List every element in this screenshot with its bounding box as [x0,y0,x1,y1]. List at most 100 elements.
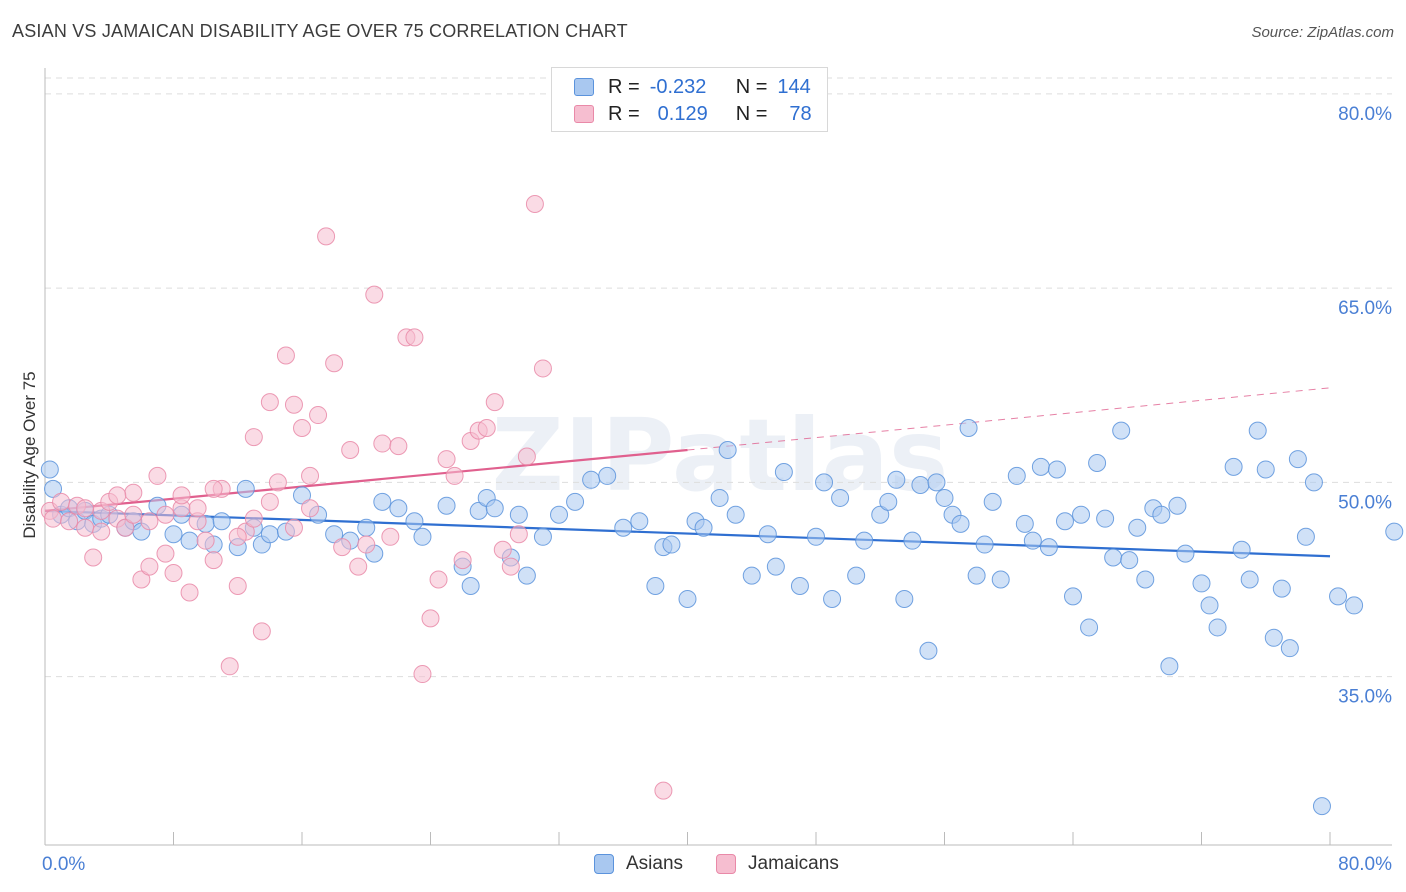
asian-point [847,566,866,585]
jamaican-point [180,583,199,602]
asian-point [357,518,376,537]
asian-point [1128,518,1147,537]
jamaican-point [276,346,295,365]
asian-point [373,492,392,511]
asian-point [566,492,585,511]
asian-point [614,518,633,537]
asian-point [44,479,63,498]
r-value: -0.232 [649,75,707,98]
asian-point [1023,531,1042,550]
jamaican-point [325,354,344,373]
jamaican-point [260,492,279,511]
legend-item-jamaicans[interactable]: Jamaicans [716,851,839,877]
asian-point [1088,453,1107,472]
asian-point [895,589,914,608]
asian-point [413,527,432,546]
y-tick-label: 65.0% [1338,298,1392,319]
jamaican-point [124,483,143,502]
jamaican-point [228,527,247,546]
asian-point [959,419,978,438]
r-value: 0.129 [657,102,708,125]
asian-point [1136,570,1155,589]
r-label: R = [608,102,640,125]
asian-point [1120,551,1139,570]
asian-point [1240,570,1259,589]
asian-point [1064,587,1082,606]
jamaicans-swatch [574,105,594,123]
asian-point [1304,473,1323,492]
asian-point [1200,596,1219,615]
asian-point [662,535,681,554]
jamaican-point [76,518,95,537]
jamaican-point [172,486,191,505]
jamaican-point [293,419,311,438]
asian-point [1047,460,1066,479]
asian-point [967,566,986,585]
jamaican-point [525,194,544,213]
jamaican-point [284,518,303,537]
asian-point [550,505,568,524]
jamaican-point [485,393,504,412]
asian-point [1296,527,1315,546]
asian-point [1256,460,1275,479]
asian-point [533,527,552,546]
jamaican-point [92,522,111,541]
source-credit: Source: ZipAtlas.com [1251,24,1394,41]
asian-point [1072,505,1091,524]
y-tick-label: 80.0% [1338,104,1392,125]
y-axis-label: Disability Age Over 75 [20,371,39,538]
asian-point [1055,512,1074,531]
jamaican-point [204,551,223,570]
asian-point [678,589,697,608]
jamaican-point [284,395,303,414]
jamaican-point [124,505,143,524]
n-value: 78 [789,102,812,125]
asian-point [871,505,890,524]
asian-point [935,488,954,507]
jamaican-point [309,406,328,425]
stats-legend-row-asians: R = -0.232 N = 144 [574,74,811,100]
jamaican-point [44,509,63,528]
asian-point [887,470,906,489]
asian-point [582,470,601,489]
asian-point [1264,628,1283,647]
jamaican-point [76,499,95,518]
asian-point [1224,457,1243,476]
jamaican-point [148,466,167,485]
asian-point [1232,540,1251,559]
asian-point [1152,505,1171,524]
asian-point [807,527,825,546]
asians-swatch [574,78,594,96]
asian-point [485,499,504,518]
asian-point [790,577,809,595]
asian-point [1312,797,1331,816]
asian-point [1104,548,1123,567]
n-label: N = [735,102,768,125]
chart-title: ASIAN VS JAMAICAN DISABILITY AGE OVER 75… [12,21,628,41]
jamaican-point [108,486,127,505]
asian-point [1288,450,1307,469]
asian-point [1080,618,1099,637]
jamaican-point [493,540,512,559]
r-label: R = [608,75,640,98]
asian-point [903,531,922,550]
asian-point [260,525,279,544]
points-layer [40,194,1404,816]
asian-point [1280,639,1299,658]
asian-point [1176,544,1195,563]
jamaican-point [333,538,352,557]
asians-legend-swatch [594,854,614,874]
jamaican-point [405,328,424,347]
jamaican-point [140,512,159,531]
asian-point [180,531,199,550]
n-value: 144 [777,75,811,98]
asian-point [164,525,183,544]
jamaican-point [517,447,536,466]
asian-point [919,641,938,660]
jamaican-point [341,441,360,460]
asian-point [598,466,617,485]
jamaican-point [244,428,263,447]
jamaican-point [268,473,287,492]
legend-item-asians[interactable]: Asians [594,851,683,877]
